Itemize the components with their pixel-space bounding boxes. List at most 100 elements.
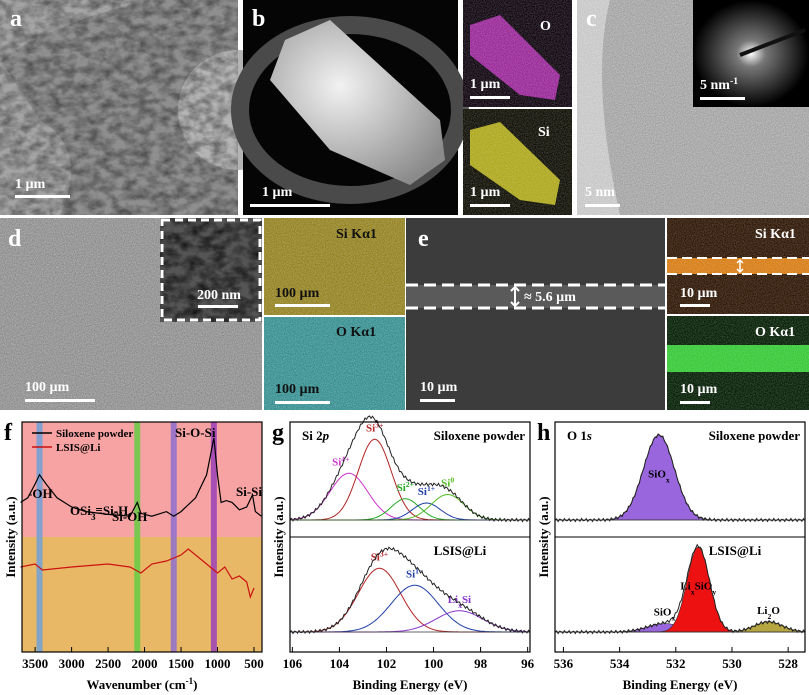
scale-label: 100 µm <box>275 286 320 301</box>
fit-peak <box>555 434 805 521</box>
band <box>210 422 217 652</box>
panel-label: c <box>586 6 597 32</box>
text-part: -OH <box>28 486 53 501</box>
text-part: Si <box>406 568 415 580</box>
x-tick-label: 536 <box>554 656 574 671</box>
map-element: Si Kα1 <box>755 227 796 242</box>
scale-bars <box>15 96 745 404</box>
peak-label: LixSiOy <box>680 581 716 597</box>
text-part: -1 <box>730 76 738 87</box>
scale-label: 1 µm <box>470 185 501 200</box>
scale-bar <box>420 399 455 402</box>
scale-label: 1 µm <box>15 177 46 192</box>
y-axis-label: Intensity (a.u.) <box>536 496 551 577</box>
text-part: -1 <box>186 676 194 686</box>
scale-bar <box>680 304 710 307</box>
x-tick-label: 1500 <box>168 656 194 671</box>
x-tick-label: 528 <box>778 656 798 671</box>
x-tick-label: 532 <box>666 656 686 671</box>
annotation: Si-O-Si <box>175 425 216 440</box>
text-part: Li <box>680 581 690 593</box>
text-part: p <box>322 428 330 443</box>
peak-label: Si3+ <box>371 549 388 564</box>
map-element: Si <box>538 125 550 140</box>
text-part: OSi <box>70 503 91 518</box>
x-axis-label: Binding Energy (eV) <box>353 677 468 692</box>
text-part: Si <box>441 478 450 490</box>
panel-label: d <box>8 226 22 252</box>
map-element: O Kα1 <box>755 325 795 340</box>
fit-peak <box>290 502 530 521</box>
text-part: SiO <box>648 469 666 481</box>
spectrum-name: Siloxene powder <box>709 428 801 443</box>
arrow <box>510 285 520 308</box>
x-tick-label: 106 <box>283 656 303 671</box>
spectrum <box>20 548 255 599</box>
y-axis-label: Intensity (a.u.) <box>271 496 286 577</box>
annotation: OSi3≡Si-H <box>70 503 128 522</box>
peak-label: SiOx <box>648 469 670 485</box>
panel-label: b <box>252 6 265 32</box>
text-part: 1+ <box>427 484 435 493</box>
map-element: O <box>540 19 551 34</box>
x-tick-label: 96 <box>521 656 535 671</box>
legend-label: LSIS@Li <box>56 442 100 454</box>
x-axis-label: Binding Energy (eV) <box>623 677 738 692</box>
scale-bar <box>275 304 330 307</box>
x-tick-label: 102 <box>377 656 397 671</box>
peak-label: Si0 <box>441 475 454 490</box>
scale-label: 5 nm <box>585 185 615 200</box>
plot-title: Si 2p <box>302 428 330 443</box>
text-part: 2 <box>767 611 771 620</box>
panel-label: h <box>537 420 550 446</box>
text-part: 3+ <box>375 420 383 429</box>
panel-label: e <box>418 226 429 252</box>
scale-label: 100 µm <box>275 382 320 397</box>
panel-e-image <box>406 218 665 410</box>
texture <box>667 218 809 410</box>
spectrum-name: Siloxene powder <box>434 428 526 443</box>
text-part: y <box>712 587 716 596</box>
spectrum <box>20 437 262 517</box>
peak-label: Si1+ <box>418 484 435 499</box>
x-tick-label: 104 <box>330 656 350 671</box>
text-part: Wavenumber (cm <box>87 677 186 692</box>
grid-ring <box>231 16 469 204</box>
scale-label: 5 nm-1 <box>700 76 738 94</box>
scale-label: 100 µm <box>25 380 70 395</box>
envelope <box>554 543 806 635</box>
y-axis-label: Intensity (a.u.) <box>3 496 18 577</box>
bg-bottom <box>22 537 262 652</box>
x-tick-label: 1000 <box>205 656 231 671</box>
text-part: Si-Si <box>236 484 262 499</box>
peak-label: SiOx <box>654 607 676 623</box>
scale-bar <box>470 204 510 207</box>
map-element: O Kα1 <box>336 325 376 340</box>
annotation: Si-Si <box>236 484 262 499</box>
images: a b c d e 1 µm 1 µm O 1 µm Si 1 µm 5 nm … <box>0 0 809 410</box>
scale-bar <box>198 305 238 308</box>
text-part: Li <box>757 605 767 617</box>
x-tick-label: 500 <box>244 656 264 671</box>
scale-bar <box>25 399 95 402</box>
bg-top <box>22 422 262 537</box>
annotation: -OH <box>28 486 53 501</box>
texture <box>160 218 262 322</box>
text-part: x <box>458 600 462 609</box>
x-tick-label: 3000 <box>59 656 85 671</box>
saed-inset <box>693 0 809 107</box>
text-part: 5 nm <box>700 78 730 93</box>
frame <box>289 421 531 653</box>
annotation: Si-OH <box>112 509 147 524</box>
panel-label: f <box>4 420 13 446</box>
spectrum-name: LSIS@Li <box>709 543 762 558</box>
panel-label: a <box>10 6 22 32</box>
text-part: Si <box>371 551 380 563</box>
text-part: x <box>691 587 695 596</box>
film-cross-section <box>406 285 665 308</box>
band <box>170 422 177 652</box>
fit-peak <box>290 498 530 521</box>
text-part: Si <box>397 482 406 494</box>
envelope <box>554 433 806 523</box>
